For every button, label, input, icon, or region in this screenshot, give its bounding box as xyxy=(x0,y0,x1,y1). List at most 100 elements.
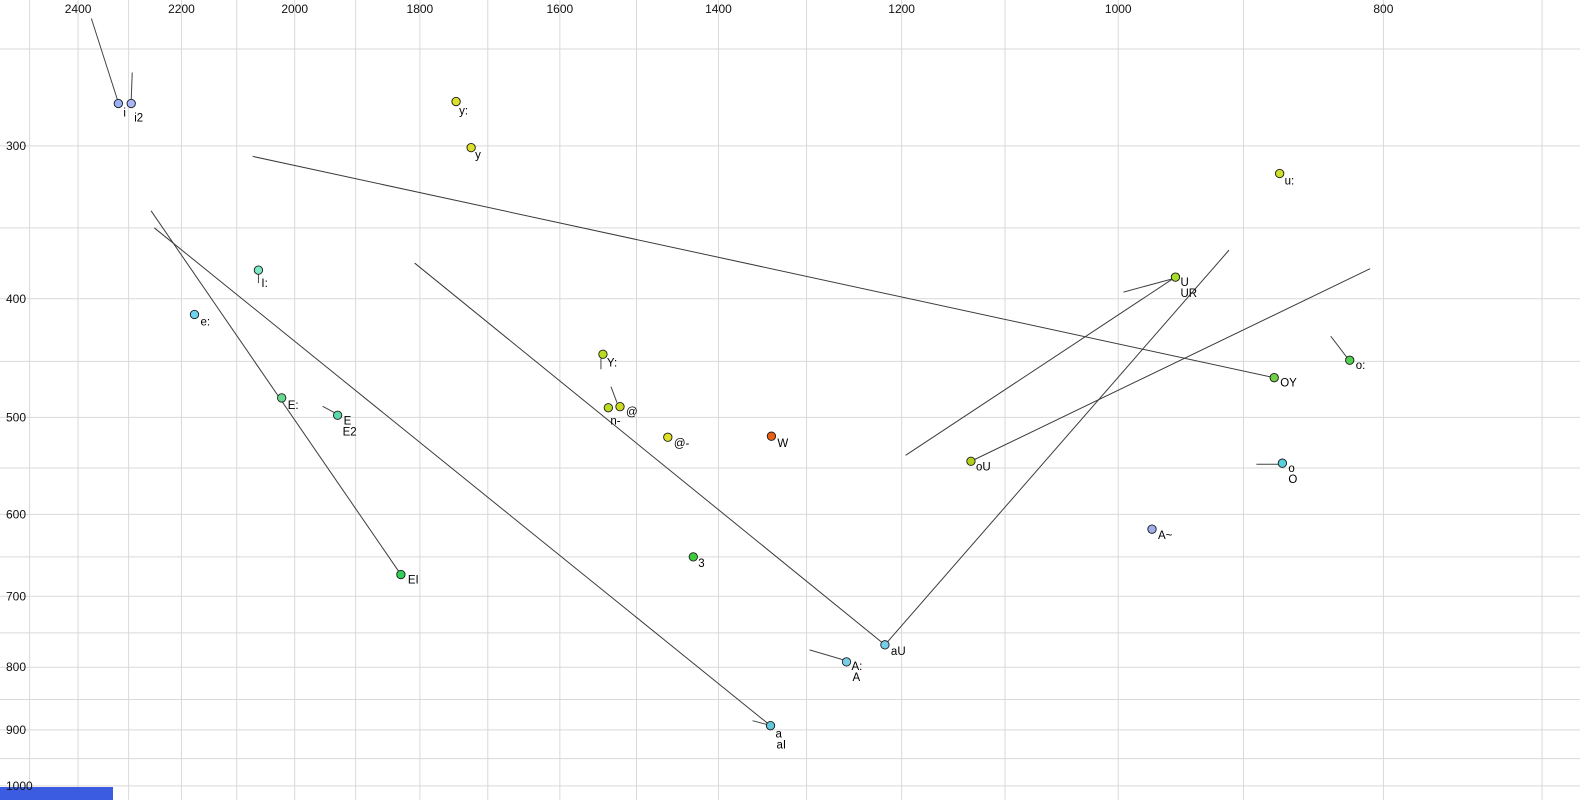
vowel-point-group-aI: aaI xyxy=(752,720,787,752)
vowel-point-group-3: 3 xyxy=(688,552,705,570)
data-point-@ xyxy=(615,402,625,412)
pointer-line-aI xyxy=(752,720,768,726)
pointer-line-o: xyxy=(1330,335,1348,358)
trajectory-aI xyxy=(153,227,771,727)
data-point-e: xyxy=(189,309,200,320)
pointer-line-@ xyxy=(610,386,618,403)
vowel-point-group-i: i xyxy=(90,18,126,119)
pointer-line-E2 xyxy=(322,405,336,414)
point-label-i2: i2 xyxy=(134,112,143,124)
vowel-point-group-oU: oU xyxy=(966,456,991,473)
vowel-point-group-@-: @- xyxy=(663,432,690,450)
trajectory-oU xyxy=(970,268,1371,462)
vowel-point-group-W: W xyxy=(766,431,788,450)
trajectory-EI xyxy=(150,210,402,575)
vowel-point-group-A~: A~ xyxy=(1147,524,1173,542)
vowel-point-group-o: oO xyxy=(1256,458,1297,486)
vowel-point-group-I:: I: xyxy=(253,265,268,290)
data-point-E: xyxy=(277,393,287,403)
data-point-u: xyxy=(1274,168,1285,179)
y-tick-label-300: 300 xyxy=(6,139,26,153)
axis-ticks: 2400 2200 2000 1800 1600 1400 1200 1000 800 300 40… xyxy=(6,2,1394,793)
y-tick-label-500: 500 xyxy=(6,410,26,424)
trajectory-aU-front xyxy=(414,262,886,646)
trajectory-UR xyxy=(905,276,1176,456)
x-tick-label-2000: 2000 xyxy=(281,2,308,16)
point-label-W: W xyxy=(777,438,788,450)
point-label-n-: n- xyxy=(610,416,620,428)
data-point-3 xyxy=(688,552,698,562)
data-point-EI xyxy=(396,569,406,580)
data-point-o: xyxy=(1345,355,1355,365)
point-label-U: U xyxy=(1180,277,1188,289)
data-point-@- xyxy=(663,432,673,442)
point-label-@-: @- xyxy=(674,438,690,450)
data-point-i xyxy=(113,98,124,109)
point-label-E2-1: E2 xyxy=(343,426,357,438)
data-point-Y: xyxy=(598,349,608,359)
vowel-point-group-E:: E: xyxy=(277,393,299,412)
vowel-point-group-U: UUR xyxy=(1123,272,1197,300)
y-tick-label-700: 700 xyxy=(6,589,26,603)
point-label-3: 3 xyxy=(698,558,704,570)
vowel-point-group-i2: i2 xyxy=(126,72,143,124)
data-point-aU xyxy=(880,640,890,650)
point-label-OY: OY xyxy=(1280,378,1297,390)
point-label-y:: y: xyxy=(459,106,468,118)
x-tick-label-1000: 1000 xyxy=(1105,2,1132,16)
point-label-aI-1: aI xyxy=(777,740,787,752)
point-label-aI: a xyxy=(776,729,783,741)
point-label-@: @ xyxy=(626,407,638,419)
point-label-e:: e: xyxy=(200,317,210,329)
data-point-A~ xyxy=(1147,524,1157,534)
data-point-A: xyxy=(841,657,852,667)
data-point-oU xyxy=(966,456,976,466)
point-label-EI: EI xyxy=(408,575,419,587)
y-tick-label-600: 600 xyxy=(6,507,26,521)
vowel-point-group-OY: OY xyxy=(1269,373,1297,390)
point-label-U-1: UR xyxy=(1180,288,1197,300)
pointer-line-i xyxy=(90,18,118,100)
point-label-o-1: O xyxy=(1288,474,1297,486)
x-tick-label-1600: 1600 xyxy=(546,2,573,16)
x-tick-label-1800: 1800 xyxy=(407,2,434,16)
point-label-E:: E: xyxy=(288,400,299,412)
vowel-point-group-A:: A:A xyxy=(809,649,862,684)
y-tick-label-400: 400 xyxy=(6,292,26,306)
vowel-point-group-o:: o: xyxy=(1330,335,1365,372)
vowel-point-group-u:: u: xyxy=(1274,168,1294,187)
vowel-point-group-aU: aU xyxy=(880,640,906,658)
x-tick-label-2400: 2400 xyxy=(65,2,92,16)
data-point-o xyxy=(1277,458,1288,468)
x-tick-label-1200: 1200 xyxy=(888,2,915,16)
data-points: i i2 y: y u: I: e: UUR o: OY Y: E: EE2 n- @ @- WoU oO A~ 3 E… xyxy=(90,18,1365,752)
pointer-line-A: xyxy=(809,649,844,661)
data-point-aI xyxy=(765,721,776,731)
y-tick-label-800: 800 xyxy=(6,660,26,674)
point-label-A:-1: A xyxy=(853,672,861,684)
vowel-point-group-n-: n- xyxy=(603,403,621,428)
point-label-E2: E xyxy=(344,415,352,427)
vowel-point-group-E2: EE2 xyxy=(322,405,357,438)
data-point-n- xyxy=(603,403,613,413)
point-label-oU: oU xyxy=(976,461,991,473)
data-point-OY xyxy=(1269,373,1279,383)
point-label-A~: A~ xyxy=(1158,530,1173,542)
vowel-point-group-@: @ xyxy=(610,386,638,419)
x-tick-label-800: 800 xyxy=(1373,2,1393,16)
vowel-point-group-EI: EI xyxy=(396,569,419,587)
vowel-point-group-y: y xyxy=(466,142,481,162)
x-tick-label-1400: 1400 xyxy=(705,2,732,16)
x-tick-label-2200: 2200 xyxy=(168,2,195,16)
vowel-point-group-Y:: Y: xyxy=(598,349,617,370)
point-label-I:: I: xyxy=(261,278,267,290)
vowel-point-group-e:: e: xyxy=(189,309,210,329)
selection-bar xyxy=(0,787,113,800)
point-label-i: i xyxy=(123,107,126,119)
y-tick-label-1000: 1000 xyxy=(6,779,33,793)
data-point-y: xyxy=(451,96,461,107)
data-point-E2 xyxy=(332,410,343,420)
data-point-I: xyxy=(253,265,264,275)
